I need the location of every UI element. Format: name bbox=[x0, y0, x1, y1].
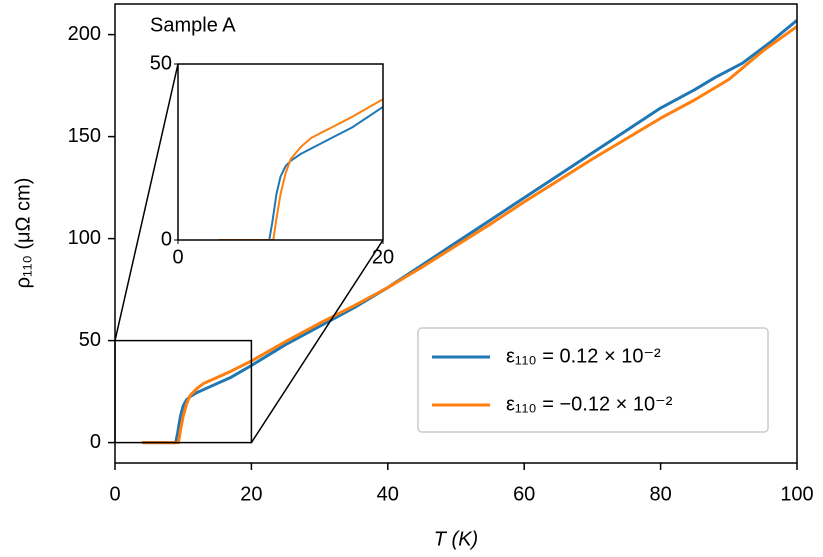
data-line bbox=[219, 98, 383, 240]
data-line bbox=[142, 19, 797, 445]
connector bbox=[114, 63, 179, 341]
y-tick-label: 50 bbox=[79, 329, 101, 351]
x-tick-label: 20 bbox=[240, 483, 262, 505]
axes-frame bbox=[114, 3, 798, 464]
inset-y-tick-label: 0 bbox=[161, 228, 172, 250]
annotation: Sample A bbox=[150, 14, 236, 36]
y-tick-label: 200 bbox=[68, 23, 101, 45]
x-tick-label: 40 bbox=[377, 483, 399, 505]
data-line bbox=[142, 25, 797, 445]
y-tick-label: 150 bbox=[68, 125, 101, 147]
inset-x-tick-label: 0 bbox=[172, 246, 183, 268]
connector bbox=[250, 239, 384, 444]
x-tick-label: 80 bbox=[649, 483, 671, 505]
inset-frame bbox=[177, 63, 384, 241]
x-tick-label: 100 bbox=[780, 483, 813, 505]
legend-box bbox=[417, 327, 769, 433]
plot-area bbox=[219, 98, 383, 240]
x-axis-label: T (K) bbox=[434, 528, 478, 550]
data-line bbox=[219, 105, 383, 240]
x-tick-label: 0 bbox=[109, 483, 120, 505]
y-tick-label: 100 bbox=[68, 227, 101, 249]
legend-label: ε₁₁₀ = −0.12 × 10⁻² bbox=[506, 393, 673, 415]
inset-y-tick-label: 50 bbox=[150, 52, 172, 74]
plot-area bbox=[142, 19, 797, 445]
y-tick-label: 0 bbox=[90, 431, 101, 453]
legend-label: ε₁₁₀ = 0.12 × 10⁻² bbox=[506, 345, 661, 367]
zoom-box bbox=[114, 339, 253, 444]
inset-x-tick-label: 20 bbox=[372, 246, 394, 268]
y-axis-label: ρ₁₁₀ (μΩ cm) bbox=[12, 178, 34, 289]
x-tick-label: 60 bbox=[513, 483, 535, 505]
inset-background bbox=[178, 64, 383, 240]
